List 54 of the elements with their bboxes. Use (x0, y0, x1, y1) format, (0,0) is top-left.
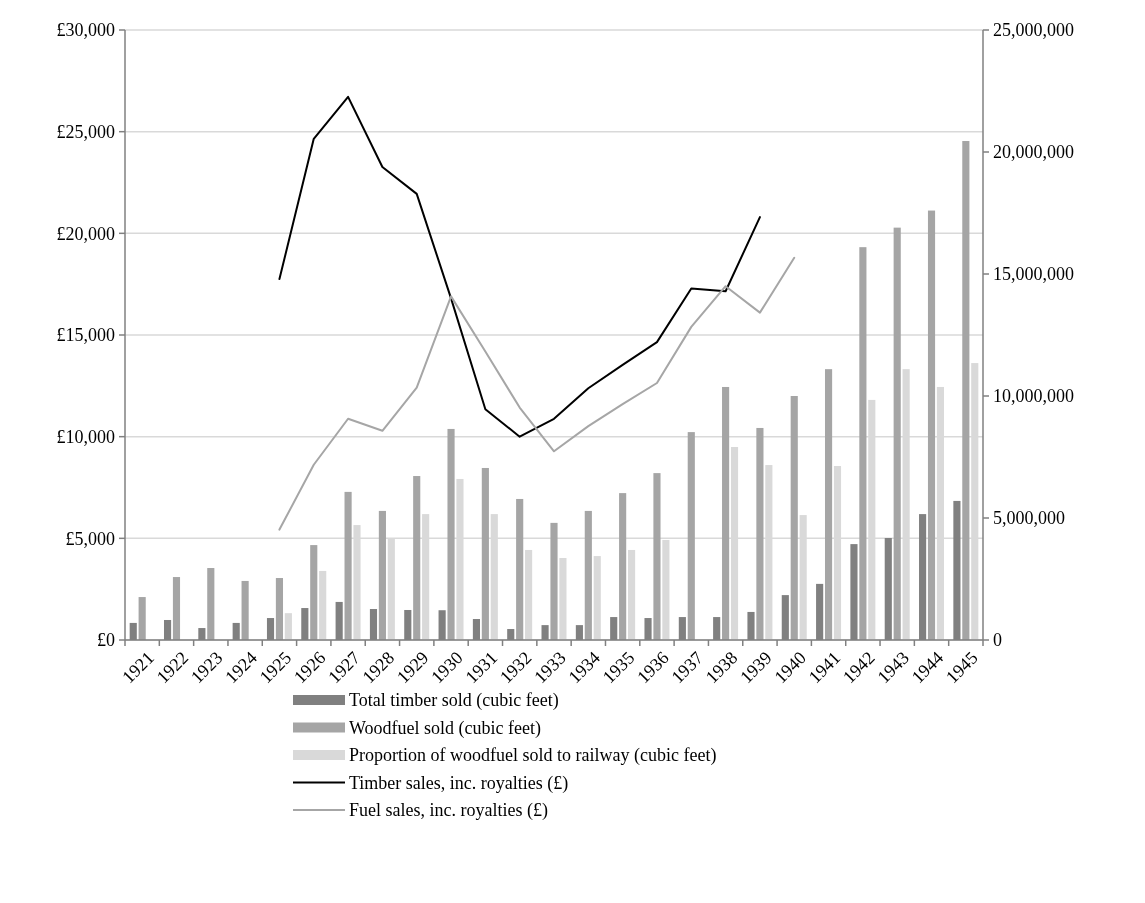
legend-label: Proportion of woodfuel sold to railway (cubic feet) (349, 745, 717, 767)
y2-tick-label: 20,000,000 (993, 142, 1074, 163)
x-tick-label: 1921 (118, 647, 158, 688)
y2-tick-label: 0 (993, 630, 1002, 651)
y2-tick-label: 5,000,000 (993, 508, 1065, 529)
y2-tick-label: 10,000,000 (993, 386, 1074, 407)
legend-label: Woodfuel sold (cubic feet) (349, 717, 541, 739)
bar (138, 597, 146, 640)
bar (722, 386, 730, 640)
bar (207, 568, 215, 640)
bar (284, 613, 292, 640)
line-series (278, 95, 761, 438)
bar (344, 491, 352, 640)
bar (927, 210, 936, 640)
bar (319, 570, 327, 640)
bar (619, 493, 627, 640)
y-tick-label: £0 (97, 630, 115, 651)
bar (859, 247, 867, 640)
bar (516, 498, 524, 640)
bar (525, 549, 533, 640)
y2-tick-label: 15,000,000 (993, 264, 1074, 285)
y-tick-label: £25,000 (56, 121, 115, 142)
bar (447, 428, 455, 640)
bar (593, 556, 601, 640)
bar (172, 577, 181, 640)
y-tick-label: £15,000 (56, 325, 115, 346)
legend-label: Timber sales, inc. royalties (£) (349, 772, 569, 794)
legend-label: Fuel sales, inc. royalties (£) (349, 800, 548, 822)
y-tick-label: £20,000 (56, 223, 115, 244)
bar (790, 396, 798, 640)
y-tick-label: £5,000 (65, 528, 115, 549)
bar (310, 545, 318, 640)
bar (559, 558, 567, 640)
bar (378, 510, 386, 640)
bar (687, 432, 695, 640)
bar (241, 580, 249, 640)
y-tick-label: £30,000 (56, 20, 115, 41)
bar (962, 141, 970, 640)
bar (413, 476, 421, 640)
bar (653, 473, 661, 640)
bar (756, 427, 764, 640)
line-series (278, 256, 796, 531)
x-tick-label: 1931 (461, 647, 502, 688)
bar (584, 510, 592, 640)
bar (481, 467, 489, 640)
x-tick-label: 1941 (804, 647, 845, 688)
bar (893, 227, 901, 640)
bar (824, 369, 833, 640)
bar (627, 549, 636, 640)
legend-label: Total timber sold (cubic feet) (349, 690, 559, 712)
bar (275, 578, 284, 640)
bar (550, 522, 558, 640)
y-tick-label: £10,000 (56, 426, 115, 447)
y2-tick-label: 25,000,000 (993, 20, 1074, 41)
